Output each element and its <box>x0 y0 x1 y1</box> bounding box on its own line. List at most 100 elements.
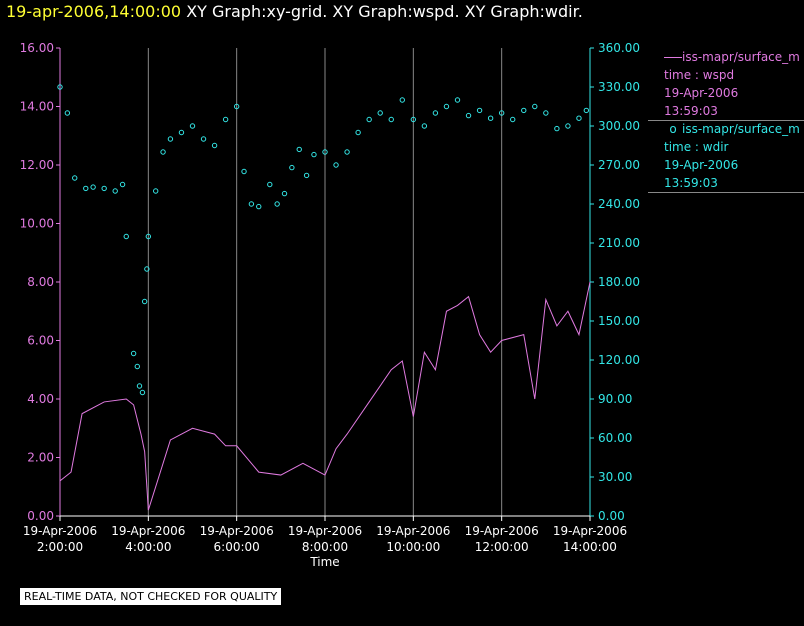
chart-title: 19-apr-2006,14:00:00 XY Graph:xy-grid. X… <box>6 2 583 21</box>
x-tick-label-time: 6:00:00 <box>214 540 260 554</box>
series-point-wdir <box>355 129 361 136</box>
series-point-wdir <box>421 123 428 129</box>
x-tick-label-time: 10:00:00 <box>386 540 440 554</box>
series-point-wdir <box>267 181 273 188</box>
series-point-wdir <box>241 168 247 175</box>
series-point-wdir <box>256 203 262 210</box>
series-point-wdir <box>487 115 494 121</box>
series-point-wdir <box>465 112 472 119</box>
series-line-wspd <box>59 281 591 511</box>
series-point-wdir <box>130 350 137 357</box>
x-tick-label-date: 19-Apr-2006 <box>465 524 539 538</box>
y-left-tick-label: 10.00 <box>20 217 54 231</box>
series-point-wdir <box>90 184 96 190</box>
y-right-tick-label: 90.00 <box>598 392 632 406</box>
x-axis-label: Time <box>309 555 339 569</box>
x-tick-label-date: 19-Apr-2006 <box>200 524 274 538</box>
series-point-wdir <box>521 107 527 114</box>
series-point-wdir <box>377 110 383 116</box>
series-point-wdir <box>57 84 63 90</box>
series-point-wdir <box>139 389 146 396</box>
disclaimer: REAL-TIME DATA, NOT CHECKED FOR QUALITY <box>20 588 282 605</box>
series-point-wdir <box>576 115 582 121</box>
x-tick-label-date: 19-Apr-2006 <box>553 524 627 538</box>
y-right-tick-label: 60.00 <box>598 431 632 445</box>
series-point-wdir <box>303 172 310 179</box>
y-right-tick-label: 0.00 <box>598 509 625 523</box>
legend-wdir: o iss-mapr/surface_m time : wdir 19-Apr-2… <box>664 120 804 192</box>
series-point-wdir <box>532 103 538 110</box>
y-right-tick-label: 300.00 <box>598 119 640 133</box>
series-point-wdir <box>160 149 166 155</box>
series-point-wdir <box>289 164 295 171</box>
series-point-wdir <box>83 185 89 192</box>
y-right-tick-label: 360.00 <box>598 41 640 55</box>
series-point-wdir <box>141 298 148 305</box>
series-point-wdir <box>388 116 394 123</box>
series-point-wdir <box>399 97 405 103</box>
series-point-wdir <box>554 125 560 132</box>
legend-wdir-name: o iss-mapr/surface_m <box>669 122 800 136</box>
y-left-tick-label: 14.00 <box>20 100 54 114</box>
series-point-wdir <box>498 110 505 116</box>
series-point-wdir <box>101 185 107 192</box>
series-point-wdir <box>443 103 450 110</box>
y-right-tick-label: 30.00 <box>598 470 632 484</box>
y-left-tick-label: 6.00 <box>27 334 54 348</box>
legend-wdir-date: 19-Apr-2006 <box>664 158 739 172</box>
series-point-wdir <box>476 107 483 114</box>
series-point-wdir <box>281 190 288 197</box>
y-left-tick-label: 0.00 <box>27 509 54 523</box>
series-point-wdir <box>510 116 516 123</box>
x-tick-label-date: 19-Apr-2006 <box>288 524 362 538</box>
legend-wdir-var: time : wdir <box>664 140 729 154</box>
legend-wspd-date: 19-Apr-2006 <box>664 86 739 100</box>
series-point-wdir <box>366 116 372 123</box>
y-right-tick-label: 120.00 <box>598 353 640 367</box>
series-point-wdir <box>322 149 328 155</box>
series-point-wdir <box>296 146 302 153</box>
y-right-tick-label: 270.00 <box>598 158 640 172</box>
series-point-wdir <box>274 201 280 207</box>
series-point-wdir <box>333 162 339 168</box>
series-point-wdir <box>565 123 571 129</box>
series-point-wdir <box>454 97 461 103</box>
legend-wspd-var: time : wspd <box>664 68 735 82</box>
x-tick-label-time: 4:00:00 <box>125 540 171 554</box>
series-point-wdir <box>248 201 255 207</box>
y-left-tick-label: 4.00 <box>27 392 54 406</box>
y-right-tick-label: 240.00 <box>598 197 640 211</box>
legend-wspd-time: 13:59:03 <box>664 104 718 118</box>
legend-divider <box>648 120 804 121</box>
series-point-wdir <box>136 383 143 389</box>
y-right-tick-label: 180.00 <box>598 275 640 289</box>
series-point-wdir <box>543 110 549 116</box>
legend-wspd-name: iss-mapr/surface_m <box>664 48 804 66</box>
series-point-wdir <box>112 188 118 194</box>
title-graphs: XY Graph:xy-grid. XY Graph:wspd. XY Grap… <box>186 2 583 21</box>
legend-divider <box>648 192 804 193</box>
series-point-wdir <box>167 136 174 142</box>
series-point-wdir <box>211 142 218 149</box>
y-left-tick-label: 16.00 <box>20 41 54 55</box>
series-point-wdir <box>178 129 185 136</box>
series-point-wdir <box>432 110 439 116</box>
legend-wdir-time: 13:59:03 <box>664 176 718 190</box>
y-left-tick-label: 8.00 <box>27 275 54 289</box>
series-point-wdir <box>410 116 417 123</box>
y-right-tick-label: 330.00 <box>598 80 640 94</box>
series-point-wdir <box>119 181 126 188</box>
series-point-wdir <box>189 123 196 129</box>
x-tick-label-time: 2:00:00 <box>37 540 83 554</box>
y-right-tick-label: 210.00 <box>598 236 640 250</box>
x-tick-label-date: 19-Apr-2006 <box>111 524 185 538</box>
series-point-wdir <box>72 175 78 181</box>
series-point-wdir <box>123 233 129 240</box>
series-point-wdir <box>233 103 240 110</box>
series-point-wdir <box>144 266 150 272</box>
series-point-wdir <box>64 110 71 116</box>
title-timestamp: 19-apr-2006,14:00:00 <box>6 2 182 21</box>
y-left-tick-label: 2.00 <box>27 451 54 465</box>
x-tick-label-time: 12:00:00 <box>475 540 529 554</box>
